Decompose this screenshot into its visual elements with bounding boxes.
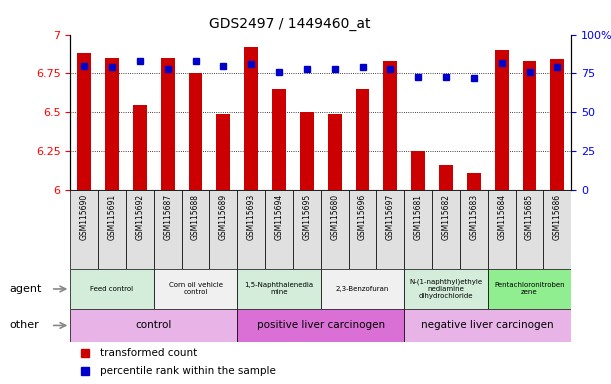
Bar bbox=[70, 190, 98, 269]
Bar bbox=[98, 190, 126, 269]
Bar bbox=[321, 190, 349, 269]
Bar bbox=[349, 190, 376, 269]
Bar bbox=[272, 89, 286, 190]
Bar bbox=[77, 53, 91, 190]
Text: Feed control: Feed control bbox=[90, 286, 134, 292]
Bar bbox=[460, 190, 488, 269]
Bar bbox=[543, 190, 571, 269]
Text: GSM115685: GSM115685 bbox=[525, 194, 534, 240]
Text: GSM115694: GSM115694 bbox=[274, 194, 284, 240]
Bar bbox=[161, 58, 175, 190]
Bar bbox=[376, 190, 404, 269]
Bar bbox=[154, 269, 237, 309]
Bar bbox=[439, 165, 453, 190]
Text: GSM115686: GSM115686 bbox=[553, 194, 562, 240]
Text: GSM115695: GSM115695 bbox=[302, 194, 312, 240]
Text: agent: agent bbox=[9, 284, 42, 294]
Text: GDS2497 / 1449460_at: GDS2497 / 1449460_at bbox=[210, 17, 371, 31]
Text: 2,3-Benzofuran: 2,3-Benzofuran bbox=[336, 286, 389, 292]
Text: GSM115697: GSM115697 bbox=[386, 194, 395, 240]
Text: GSM115683: GSM115683 bbox=[469, 194, 478, 240]
Bar bbox=[133, 104, 147, 190]
Bar bbox=[210, 190, 237, 269]
Bar bbox=[404, 309, 571, 342]
Text: GSM115688: GSM115688 bbox=[191, 194, 200, 240]
Text: N-(1-naphthyl)ethyle
nediamine
dihydrochloride: N-(1-naphthyl)ethyle nediamine dihydroch… bbox=[409, 279, 483, 299]
Bar bbox=[244, 47, 258, 190]
Text: Corn oil vehicle
control: Corn oil vehicle control bbox=[169, 283, 222, 295]
Text: GSM115682: GSM115682 bbox=[442, 194, 450, 240]
Bar bbox=[411, 151, 425, 190]
Text: GSM115693: GSM115693 bbox=[247, 194, 255, 240]
Bar bbox=[126, 190, 154, 269]
Bar bbox=[404, 269, 488, 309]
Text: percentile rank within the sample: percentile rank within the sample bbox=[100, 366, 276, 376]
Bar bbox=[488, 269, 571, 309]
Text: GSM115691: GSM115691 bbox=[108, 194, 117, 240]
Text: GSM115684: GSM115684 bbox=[497, 194, 506, 240]
Text: GSM115696: GSM115696 bbox=[358, 194, 367, 240]
Bar bbox=[105, 58, 119, 190]
Text: GSM115692: GSM115692 bbox=[136, 194, 144, 240]
Bar bbox=[216, 114, 230, 190]
Bar bbox=[467, 173, 481, 190]
Text: positive liver carcinogen: positive liver carcinogen bbox=[257, 320, 385, 331]
Bar bbox=[237, 309, 404, 342]
Bar bbox=[356, 89, 370, 190]
Bar bbox=[404, 190, 432, 269]
Text: 1,5-Naphthalenedia
mine: 1,5-Naphthalenedia mine bbox=[244, 283, 313, 295]
Bar bbox=[321, 269, 404, 309]
Bar bbox=[300, 113, 314, 190]
Text: GSM115687: GSM115687 bbox=[163, 194, 172, 240]
Bar bbox=[522, 61, 536, 190]
Text: transformed count: transformed count bbox=[100, 348, 197, 358]
Bar bbox=[516, 190, 543, 269]
Bar bbox=[293, 190, 321, 269]
Bar bbox=[488, 190, 516, 269]
Bar bbox=[237, 269, 321, 309]
Bar bbox=[237, 190, 265, 269]
Text: GSM115680: GSM115680 bbox=[330, 194, 339, 240]
Bar bbox=[181, 190, 210, 269]
Text: GSM115690: GSM115690 bbox=[79, 194, 89, 240]
Text: GSM115689: GSM115689 bbox=[219, 194, 228, 240]
Bar bbox=[189, 73, 202, 190]
Bar bbox=[327, 114, 342, 190]
Text: control: control bbox=[136, 320, 172, 331]
Bar bbox=[384, 61, 397, 190]
Text: GSM115681: GSM115681 bbox=[414, 194, 423, 240]
Bar bbox=[432, 190, 460, 269]
Bar bbox=[551, 60, 565, 190]
Text: other: other bbox=[9, 320, 39, 331]
Text: Pentachloronitroben
zene: Pentachloronitroben zene bbox=[494, 283, 565, 295]
Bar bbox=[70, 309, 237, 342]
Text: negative liver carcinogen: negative liver carcinogen bbox=[422, 320, 554, 331]
Bar bbox=[495, 50, 509, 190]
Bar bbox=[70, 269, 154, 309]
Bar bbox=[154, 190, 181, 269]
Bar bbox=[265, 190, 293, 269]
